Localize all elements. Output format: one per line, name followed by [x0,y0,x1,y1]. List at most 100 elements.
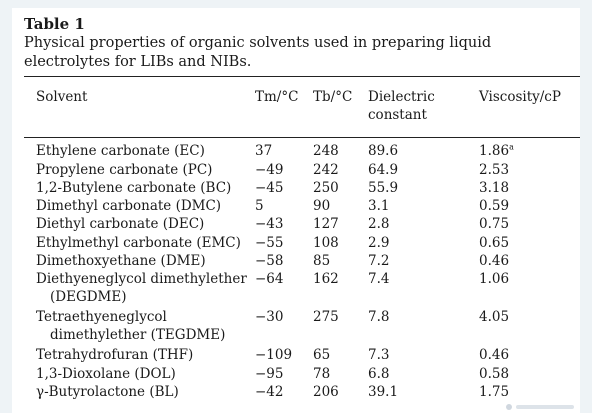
viscosity-value: 0.65 [479,235,510,251]
cell-dielectric: 64.9 [368,162,399,178]
cell-solvent: 1,2-Butylene carbonate (BC) [36,179,264,197]
viscosity-value: 0.46 [479,347,510,363]
cell-solvent: Tetraethyeneglycol dimethylether (TEGDME) [36,308,264,344]
cell-tm: −95 [255,366,284,382]
cell-tb: 206 [313,384,339,400]
solvent-name: Tetraethyeneglycol [36,309,167,325]
cell-dielectric: 55.9 [368,180,399,196]
document-page: Table 1 Physical properties of organic s… [12,8,580,413]
viscosity-value: 3.18 [479,180,510,196]
cell-solvent: Diethyeneglycol dimethylether (DEGDME) [36,270,264,306]
viscosity-value: 4.05 [479,309,510,325]
cell-tm: 5 [255,198,264,214]
cell-viscosity: 2.53 [479,161,579,179]
header-dielectric-line1: Dielectric [368,89,435,105]
cell-viscosity: 0.75 [479,215,579,233]
viscosity-value: 2.53 [479,162,510,178]
cell-dielectric: 7.4 [368,271,390,287]
cell-tm: −109 [255,347,293,363]
header-solvent: Solvent [36,89,88,105]
cell-tb: 78 [313,366,331,382]
solvent-name: 1,3-Dioxolane (DOL) [36,366,176,382]
cell-solvent: Dimethoxyethane (DME) [36,252,264,270]
cell-viscosity: 0.46 [479,252,579,270]
solvent-name: Dimethyl carbonate (DMC) [36,198,222,214]
cell-tb: 85 [313,253,331,269]
cell-solvent: Tetrahydrofuran (THF) [36,346,264,364]
solvent-name: Diethyeneglycol dimethylether [36,271,247,287]
cell-tb: 90 [313,198,331,214]
table-label: Table 1 [24,15,85,33]
viscosity-value: 0.46 [479,253,510,269]
solvent-name-cont: dimethylether (TEGDME) [50,327,226,343]
solvent-name: γ-Butyrolactone (BL) [36,384,179,400]
cell-solvent: Ethylene carbonate (EC) [36,142,264,160]
cell-dielectric: 2.8 [368,216,390,232]
cell-tb: 250 [313,180,339,196]
table-header-rule [24,137,580,138]
cell-tb: 65 [313,347,331,363]
cell-solvent: 1,3-Dioxolane (DOL) [36,365,264,383]
solvent-name: 1,2-Butylene carbonate (BC) [36,180,232,196]
header-tm: Tm/°C [255,89,299,105]
table-top-rule [24,76,580,77]
cell-dielectric: 7.8 [368,309,390,325]
viscosity-value: 1.75 [479,384,510,400]
cell-tb: 248 [313,143,339,159]
cell-viscosity: 0.65 [479,234,579,252]
cell-tm: −30 [255,309,284,325]
cell-dielectric: 7.3 [368,347,390,363]
header-dielectric-line2: constant [368,107,427,123]
cell-tb: 275 [313,309,339,325]
cell-tm: −58 [255,253,284,269]
cell-tm: −49 [255,162,284,178]
viscosity-value: 0.59 [479,198,510,214]
viscosity-value: 0.75 [479,216,510,232]
cell-viscosity: 0.59 [479,197,579,215]
solvent-name: Diethyl carbonate (DEC) [36,216,205,232]
viscosity-value: 0.58 [479,366,510,382]
header-viscosity: Viscosity/cP [479,89,561,105]
cell-solvent: Ethylmethyl carbonate (EMC) [36,234,264,252]
cell-tb: 108 [313,235,339,251]
viscosity-value: 1.86 [479,143,510,159]
cell-tm: −55 [255,235,284,251]
viscosity-value: 1.06 [479,271,510,287]
cell-viscosity: 3.18 [479,179,579,197]
header-dielectric: Dielectric constant [368,88,468,124]
cell-solvent: γ-Butyrolactone (BL) [36,383,264,401]
solvent-name-cont: (DEGDME) [50,289,127,305]
cell-tb: 242 [313,162,339,178]
cell-solvent: Diethyl carbonate (DEC) [36,215,264,233]
cell-solvent: Propylene carbonate (PC) [36,161,264,179]
cell-dielectric: 7.2 [368,253,390,269]
solvent-name: Dimethoxyethane (DME) [36,253,206,269]
cell-dielectric: 39.1 [368,384,399,400]
cell-tm: −42 [255,384,284,400]
cell-tm: −43 [255,216,284,232]
solvent-name: Ethylene carbonate (EC) [36,143,205,159]
cell-viscosity: 1.75 [479,383,579,401]
cell-tm: −64 [255,271,284,287]
cell-viscosity: 0.58 [479,365,579,383]
table-caption: Table 1 Physical properties of organic s… [24,14,580,72]
cell-dielectric: 3.1 [368,198,390,214]
table-description: Physical properties of organic solvents … [24,35,492,70]
cell-viscosity: 0.46 [479,346,579,364]
cell-solvent: Dimethyl carbonate (DMC) [36,197,264,215]
cell-viscosity: 1.86a [479,142,579,160]
header-tb: Tb/°C [313,89,353,105]
cell-viscosity: 4.05 [479,308,579,326]
cell-tm: 37 [255,143,273,159]
solvent-name: Propylene carbonate (PC) [36,162,213,178]
footnote-marker: a [509,142,514,152]
solvent-name: Tetrahydrofuran (THF) [36,347,194,363]
solvent-name: Ethylmethyl carbonate (EMC) [36,235,241,251]
cell-tb: 162 [313,271,339,287]
cell-dielectric: 6.8 [368,366,390,382]
cell-dielectric: 2.9 [368,235,390,251]
watermark-logo [506,404,574,410]
cell-dielectric: 89.6 [368,143,399,159]
cell-tm: −45 [255,180,284,196]
cell-viscosity: 1.06 [479,270,579,288]
